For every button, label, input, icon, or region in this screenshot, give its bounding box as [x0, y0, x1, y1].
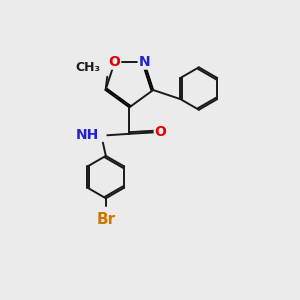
Text: Br: Br	[96, 212, 116, 226]
Text: N: N	[138, 55, 150, 69]
Text: CH₃: CH₃	[76, 61, 101, 74]
Text: O: O	[109, 55, 121, 69]
Text: O: O	[154, 125, 166, 139]
Text: NH: NH	[76, 128, 99, 142]
